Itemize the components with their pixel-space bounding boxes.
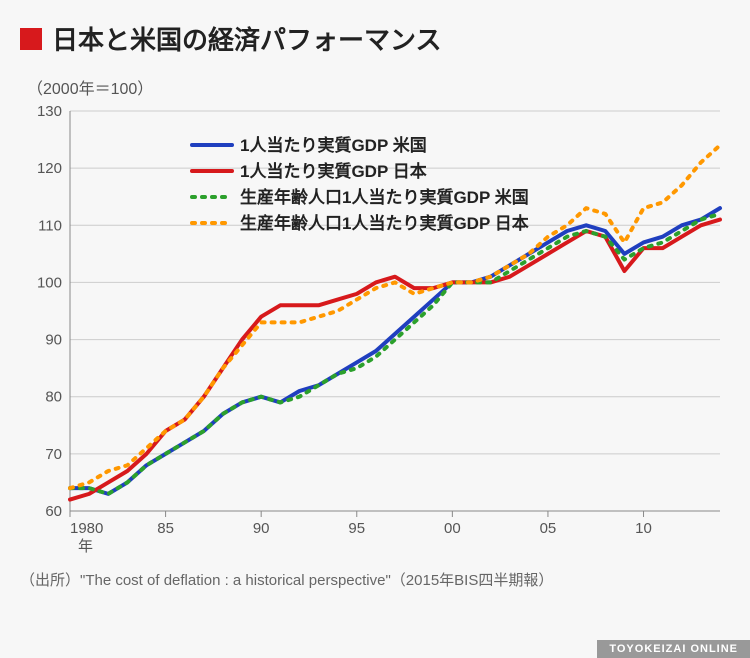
svg-text:年: 年 bbox=[78, 538, 93, 555]
svg-text:1人当たり実質GDP 米国: 1人当たり実質GDP 米国 bbox=[240, 135, 427, 155]
svg-text:90: 90 bbox=[253, 520, 270, 537]
svg-text:60: 60 bbox=[45, 503, 62, 520]
line-chart: 60 70 80 90 100 110 120 130 1980 85 90 95 00 05 10 年 1人当… bbox=[15, 101, 735, 561]
svg-text:100: 100 bbox=[37, 274, 62, 291]
svg-text:生産年齢人口1人当たり実質GDP 米国: 生産年齢人口1人当たり実質GDP 米国 bbox=[240, 187, 529, 207]
svg-text:80: 80 bbox=[45, 389, 62, 406]
chart-title: 日本と米国の経済パフォーマンス bbox=[52, 20, 441, 57]
svg-text:1980: 1980 bbox=[70, 520, 103, 537]
chart-area: 60 70 80 90 100 110 120 130 1980 85 90 95 00 05 10 年 1人当… bbox=[15, 101, 735, 561]
svg-text:85: 85 bbox=[157, 520, 174, 537]
brand-bar: TOYOKEIZAI ONLINE bbox=[597, 640, 750, 658]
svg-text:05: 05 bbox=[540, 520, 557, 537]
svg-text:95: 95 bbox=[348, 520, 365, 537]
title-marker-icon bbox=[20, 28, 42, 50]
svg-text:1人当たり実質GDP 日本: 1人当たり実質GDP 日本 bbox=[240, 161, 427, 181]
chart-title-row: 日本と米国の経済パフォーマンス bbox=[5, 20, 745, 57]
svg-text:70: 70 bbox=[45, 446, 62, 463]
svg-text:110: 110 bbox=[38, 217, 62, 234]
chart-subtitle: （2000年＝100） bbox=[27, 75, 745, 99]
svg-text:00: 00 bbox=[444, 520, 461, 537]
chart-footer: （出所）"The cost of deflation : a historica… bbox=[5, 569, 745, 590]
svg-text:90: 90 bbox=[45, 332, 62, 349]
svg-text:130: 130 bbox=[37, 103, 62, 120]
svg-text:10: 10 bbox=[635, 520, 652, 537]
svg-text:生産年齢人口1人当たり実質GDP 日本: 生産年齢人口1人当たり実質GDP 日本 bbox=[240, 213, 529, 233]
svg-text:120: 120 bbox=[37, 160, 62, 177]
